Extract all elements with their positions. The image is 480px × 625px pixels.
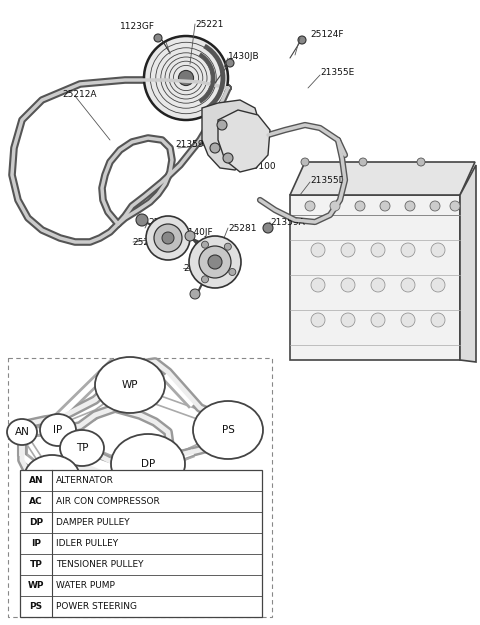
Circle shape <box>401 243 415 257</box>
Circle shape <box>154 224 182 252</box>
Text: WP: WP <box>122 380 138 390</box>
Circle shape <box>217 120 227 130</box>
Polygon shape <box>460 165 476 362</box>
Circle shape <box>431 278 445 292</box>
Circle shape <box>223 153 233 163</box>
Circle shape <box>226 59 234 67</box>
Text: IP: IP <box>53 425 62 435</box>
Circle shape <box>144 36 228 120</box>
Circle shape <box>305 201 315 211</box>
Text: 25281: 25281 <box>228 224 256 233</box>
Circle shape <box>405 201 415 211</box>
Text: 1140JF: 1140JF <box>183 228 214 237</box>
Circle shape <box>430 201 440 211</box>
Circle shape <box>359 158 367 166</box>
Circle shape <box>136 214 148 226</box>
Text: PS: PS <box>29 602 43 611</box>
Ellipse shape <box>95 357 165 413</box>
Text: IP: IP <box>31 539 41 548</box>
Circle shape <box>301 158 309 166</box>
Ellipse shape <box>111 434 185 494</box>
Circle shape <box>210 143 220 153</box>
Text: ALTERNATOR: ALTERNATOR <box>56 476 114 485</box>
Circle shape <box>224 243 231 250</box>
Text: DAMPER PULLEY: DAMPER PULLEY <box>56 518 130 527</box>
Circle shape <box>146 216 190 260</box>
Circle shape <box>162 232 174 244</box>
Text: 21359: 21359 <box>175 140 204 149</box>
Polygon shape <box>290 195 460 360</box>
Text: WATER PUMP: WATER PUMP <box>56 581 115 590</box>
Text: AN: AN <box>29 476 43 485</box>
Circle shape <box>263 223 273 233</box>
Text: 1430JB: 1430JB <box>228 52 260 61</box>
Text: 1123GF: 1123GF <box>120 22 155 31</box>
Circle shape <box>341 243 355 257</box>
Circle shape <box>202 241 208 248</box>
Circle shape <box>154 34 162 42</box>
Circle shape <box>311 313 325 327</box>
Text: 25100: 25100 <box>247 162 276 171</box>
Text: 25212A: 25212A <box>62 90 96 99</box>
Circle shape <box>341 313 355 327</box>
Text: 25283: 25283 <box>183 264 212 273</box>
Circle shape <box>185 231 195 241</box>
Text: IDLER PULLEY: IDLER PULLEY <box>56 539 118 548</box>
Text: WP: WP <box>28 581 44 590</box>
Text: DP: DP <box>141 459 155 469</box>
Circle shape <box>311 243 325 257</box>
Bar <box>8 358 272 617</box>
Circle shape <box>341 278 355 292</box>
Text: AN: AN <box>14 427 29 437</box>
Circle shape <box>401 278 415 292</box>
Text: DP: DP <box>29 518 43 527</box>
Ellipse shape <box>60 430 104 466</box>
Text: PS: PS <box>222 425 234 435</box>
Text: POWER STEERING: POWER STEERING <box>56 602 137 611</box>
Ellipse shape <box>7 419 37 445</box>
Circle shape <box>431 243 445 257</box>
Text: TENSIONER PULLEY: TENSIONER PULLEY <box>56 560 144 569</box>
Ellipse shape <box>193 401 263 459</box>
Ellipse shape <box>24 455 80 501</box>
Text: AC: AC <box>29 497 43 506</box>
Circle shape <box>371 278 385 292</box>
Circle shape <box>202 276 208 283</box>
Text: TP: TP <box>30 560 42 569</box>
Circle shape <box>401 313 415 327</box>
Text: AIR CON COMPRESSOR: AIR CON COMPRESSOR <box>56 497 160 506</box>
Text: 21359A: 21359A <box>270 218 305 227</box>
Text: 25286: 25286 <box>148 218 177 227</box>
Text: 21355E: 21355E <box>320 68 354 77</box>
Circle shape <box>417 158 425 166</box>
Circle shape <box>208 255 222 269</box>
Ellipse shape <box>40 414 76 446</box>
Polygon shape <box>218 110 270 172</box>
Circle shape <box>190 289 200 299</box>
Circle shape <box>380 201 390 211</box>
Circle shape <box>450 201 460 211</box>
Circle shape <box>199 246 231 278</box>
Circle shape <box>229 269 236 276</box>
Text: AC: AC <box>45 473 59 483</box>
Text: 25124F: 25124F <box>310 30 344 39</box>
Bar <box>20 470 262 617</box>
Text: 25221: 25221 <box>195 20 223 29</box>
Text: 25285P: 25285P <box>132 238 166 247</box>
Text: TP: TP <box>76 443 88 453</box>
Circle shape <box>371 313 385 327</box>
Text: 21355D: 21355D <box>310 176 346 185</box>
Circle shape <box>371 243 385 257</box>
Circle shape <box>179 71 193 86</box>
Circle shape <box>330 201 340 211</box>
Circle shape <box>189 236 241 288</box>
Circle shape <box>431 313 445 327</box>
Circle shape <box>311 278 325 292</box>
Circle shape <box>298 36 306 44</box>
Polygon shape <box>290 162 475 195</box>
Circle shape <box>355 201 365 211</box>
Polygon shape <box>202 100 260 170</box>
